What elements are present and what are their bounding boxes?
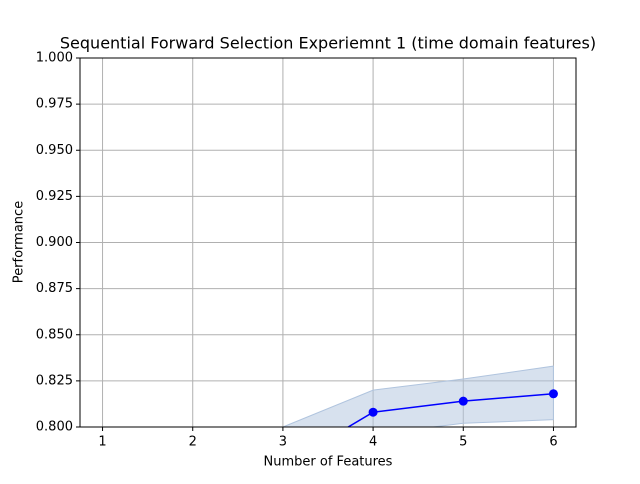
x-tick-label: 5 [459,435,467,450]
x-tick-label: 2 [189,435,197,450]
x-tick-label: 1 [98,435,106,450]
y-tick-label: 0.900 [36,235,73,250]
y-tick-label: 0.950 [36,143,73,158]
x-tick-label: 4 [369,435,377,450]
y-tick-label: 0.925 [36,189,73,204]
y-tick-label: 1.000 [36,51,73,66]
series-line [346,393,554,427]
plot-area [281,365,558,427]
x-tick-label: 3 [279,435,287,450]
chart-title: Sequential Forward Selection Experiemnt … [60,34,596,53]
point [368,407,378,417]
confidence-band [281,365,554,427]
y-tick-label: 0.850 [36,327,73,342]
x-tick-label: 6 [549,435,557,450]
y-tick-label: 0.975 [36,97,73,112]
point [458,396,468,406]
point [548,389,558,399]
y-tick-label: 0.825 [36,373,73,388]
y-tick-label: 0.875 [36,281,73,296]
x-axis-label: Number of Features [264,455,393,470]
y-axis-label: Performance [12,201,27,283]
y-tick-label: 0.800 [36,420,73,435]
